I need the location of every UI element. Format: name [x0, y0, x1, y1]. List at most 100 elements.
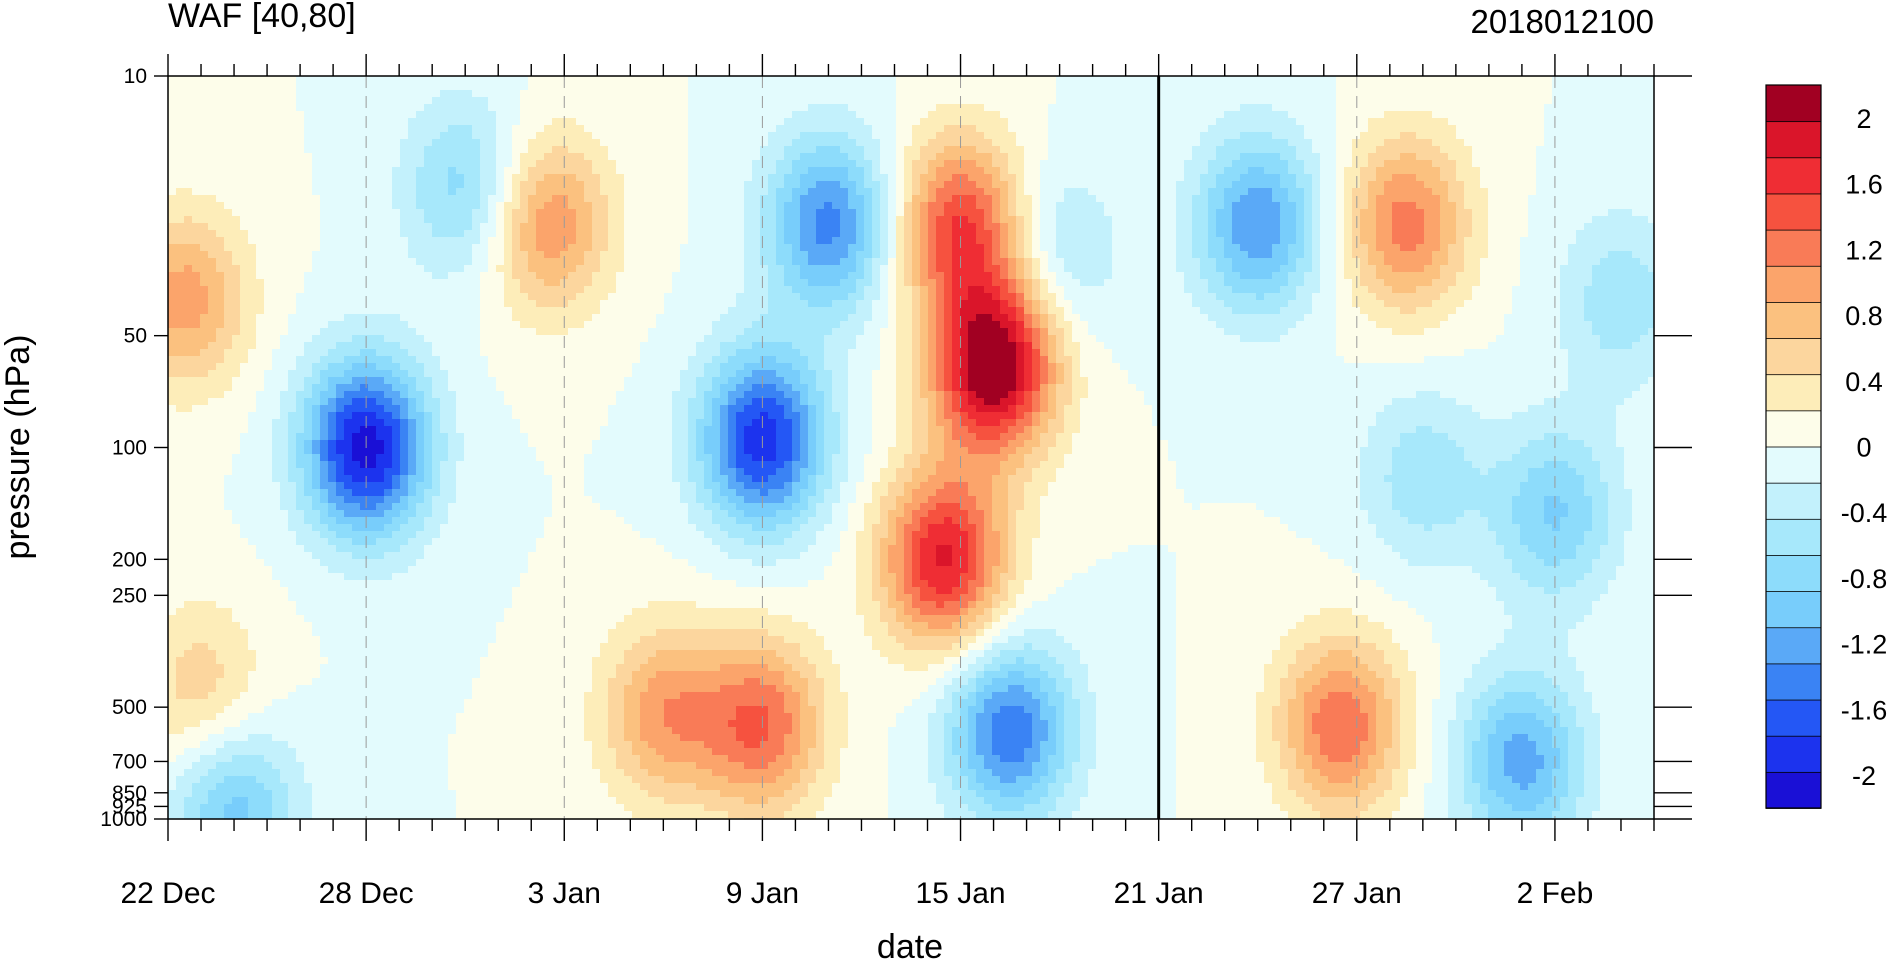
- field-cell: [1384, 139, 1393, 147]
- field-cell: [864, 216, 873, 224]
- field-cell: [1376, 174, 1385, 182]
- field-cell: [424, 160, 433, 168]
- field-cell: [640, 216, 649, 224]
- field-cell: [424, 195, 433, 203]
- field-cell: [1504, 251, 1513, 259]
- field-cell: [1168, 111, 1177, 119]
- field-cell: [824, 181, 833, 189]
- field-cell: [368, 181, 377, 189]
- field-cell: [696, 251, 705, 259]
- field-cell: [200, 76, 209, 84]
- field-cell: [264, 76, 273, 84]
- field-cell: [1464, 139, 1473, 147]
- field-cell: [1040, 230, 1049, 238]
- field-cell: [1512, 90, 1521, 98]
- field-cell: [840, 202, 849, 210]
- field-cell: [1480, 125, 1489, 133]
- field-cell: [464, 209, 473, 217]
- field-cell: [576, 202, 585, 210]
- field-cell: [1592, 223, 1601, 231]
- field-cell: [720, 132, 729, 140]
- field-cell: [904, 97, 913, 105]
- field-cell: [544, 97, 553, 105]
- field-cell: [184, 76, 193, 84]
- field-cell: [1288, 132, 1297, 140]
- field-cell: [1512, 111, 1521, 119]
- field-cell: [720, 139, 729, 147]
- field-cell: [520, 83, 529, 91]
- field-cell: [1536, 132, 1545, 140]
- field-cell: [304, 209, 313, 217]
- field-cell: [1184, 153, 1193, 161]
- field-cell: [432, 174, 441, 182]
- field-cell: [408, 76, 417, 84]
- field-cell: [272, 209, 281, 217]
- field-cell: [240, 167, 249, 175]
- field-cell: [992, 181, 1001, 189]
- field-cell: [1248, 139, 1257, 147]
- field-cell: [840, 132, 849, 140]
- field-cell: [976, 76, 985, 84]
- field-cell: [736, 125, 745, 133]
- field-cell: [672, 167, 681, 175]
- field-cell: [768, 139, 777, 147]
- field-cell: [832, 111, 841, 119]
- field-cell: [1344, 216, 1353, 224]
- field-cell: [272, 139, 281, 147]
- field-cell: [408, 188, 417, 196]
- field-cell: [880, 104, 889, 112]
- field-cell: [552, 258, 561, 266]
- field-cell: [304, 258, 313, 266]
- field-cell: [1040, 167, 1049, 175]
- field-cell: [1512, 202, 1521, 210]
- field-cell: [1400, 97, 1409, 105]
- field-cell: [1544, 146, 1553, 154]
- field-cell: [1080, 251, 1089, 259]
- field-cell: [1344, 153, 1353, 161]
- field-cell: [1496, 216, 1505, 224]
- field-cell: [1144, 230, 1153, 238]
- field-cell: [288, 76, 297, 84]
- field-cell: [600, 167, 609, 175]
- field-cell: [984, 216, 993, 224]
- field-cell: [448, 188, 457, 196]
- field-cell: [1536, 118, 1545, 126]
- field-cell: [1440, 195, 1449, 203]
- field-cell: [1016, 118, 1025, 126]
- field-cell: [1376, 167, 1385, 175]
- field-cell: [1424, 139, 1433, 147]
- field-cell: [616, 90, 625, 98]
- field-cell: [1120, 90, 1129, 98]
- field-cell: [512, 104, 521, 112]
- field-cell: [1016, 83, 1025, 91]
- field-cell: [1520, 244, 1529, 252]
- field-cell: [240, 251, 249, 259]
- field-cell: [1456, 125, 1465, 133]
- field-cell: [184, 146, 193, 154]
- field-cell: [688, 195, 697, 203]
- field-cell: [1232, 104, 1241, 112]
- field-cell: [976, 125, 985, 133]
- field-cell: [856, 174, 865, 182]
- field-cell: [1624, 90, 1633, 98]
- field-cell: [1112, 216, 1121, 224]
- field-cell: [1568, 83, 1577, 91]
- field-cell: [888, 76, 897, 84]
- field-cell: [736, 195, 745, 203]
- field-cell: [896, 167, 905, 175]
- field-cell: [1528, 251, 1537, 259]
- field-cell: [1168, 139, 1177, 147]
- field-cell: [632, 237, 641, 245]
- field-cell: [1408, 202, 1417, 210]
- field-cell: [448, 244, 457, 252]
- field-cell: [1504, 181, 1513, 189]
- field-cell: [1568, 167, 1577, 175]
- field-cell: [184, 237, 193, 245]
- field-cell: [1248, 251, 1257, 259]
- field-cell: [464, 237, 473, 245]
- field-cell: [808, 244, 817, 252]
- field-cell: [800, 258, 809, 266]
- field-cell: [1208, 146, 1217, 154]
- field-cell: [1640, 76, 1649, 84]
- field-cell: [1632, 83, 1641, 91]
